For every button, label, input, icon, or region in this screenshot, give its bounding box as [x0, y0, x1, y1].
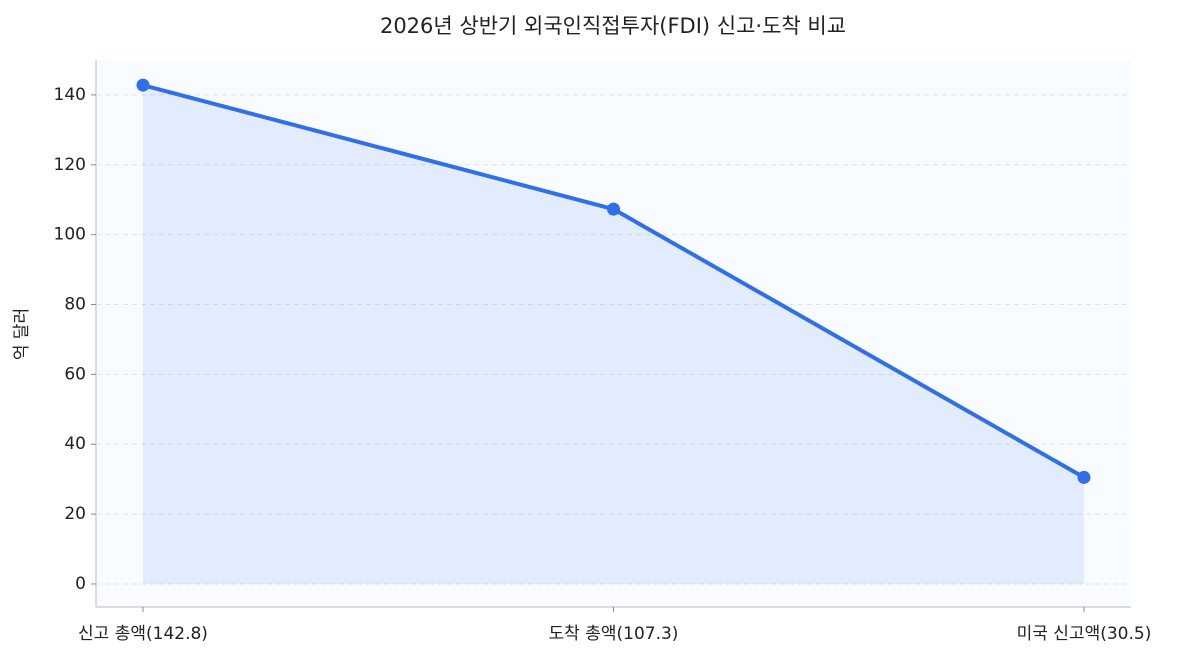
marker: [1077, 470, 1091, 484]
x-tick-label: 신고 총액(142.8): [78, 624, 208, 644]
y-tick-label: 120: [54, 155, 86, 175]
y-axis-label: 억 달러: [12, 308, 32, 360]
marker: [136, 78, 150, 92]
y-tick-label: 40: [64, 434, 86, 454]
x-tick-label: 도착 총액(107.3): [549, 624, 679, 644]
marker: [607, 202, 620, 216]
chart-title: 2026년 상반기 외국인직접투자(FDI) 신고·도착 비교: [380, 14, 846, 38]
plot-background: [96, 60, 1131, 607]
y-tick-label: 60: [64, 364, 86, 384]
area: [143, 85, 1084, 584]
x-tick-label: 미국 신고액(30.5): [1017, 624, 1152, 644]
y-tick-label: 20: [64, 504, 86, 524]
y-tick-label: 0: [75, 574, 86, 594]
y-tick-label: 80: [64, 295, 86, 315]
y-tick-label: 100: [54, 225, 86, 245]
y-tick-label: 140: [54, 85, 86, 105]
